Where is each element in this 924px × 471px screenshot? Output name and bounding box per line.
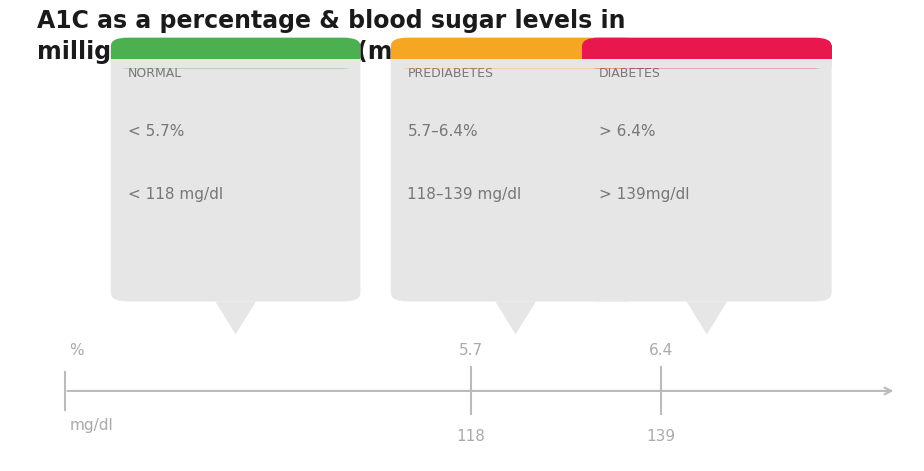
FancyBboxPatch shape [582,38,832,301]
Text: 5.7: 5.7 [459,343,483,358]
FancyBboxPatch shape [391,38,640,68]
Text: 118: 118 [456,429,486,444]
Polygon shape [687,301,727,334]
Text: > 139mg/dl: > 139mg/dl [599,187,689,202]
Bar [582,55,832,68]
Text: 118–139 mg/dl: 118–139 mg/dl [407,187,522,202]
Bar [582,45,832,59]
FancyBboxPatch shape [391,38,640,301]
Text: < 118 mg/dl: < 118 mg/dl [128,187,223,202]
Bar [391,55,640,68]
Text: %: % [69,343,84,358]
Text: 139: 139 [646,429,675,444]
Polygon shape [215,301,256,334]
FancyBboxPatch shape [582,38,832,68]
Text: PREDIABETES: PREDIABETES [407,67,493,80]
Text: 5.7–6.4%: 5.7–6.4% [407,123,478,138]
Text: DIABETES: DIABETES [599,67,661,80]
FancyBboxPatch shape [111,38,360,301]
Text: > 6.4%: > 6.4% [599,123,655,138]
Text: mg/dl: mg/dl [69,418,113,433]
Text: 6.4: 6.4 [649,343,673,358]
Text: NORMAL: NORMAL [128,67,182,80]
Text: A1C as a percentage & blood sugar levels in
milligrams per deciliter (mg/dl): A1C as a percentage & blood sugar levels… [37,9,626,64]
Bar [111,45,360,59]
Bar [111,55,360,68]
Bar [391,45,640,59]
FancyBboxPatch shape [111,38,360,68]
Polygon shape [495,301,536,334]
Text: < 5.7%: < 5.7% [128,123,184,138]
